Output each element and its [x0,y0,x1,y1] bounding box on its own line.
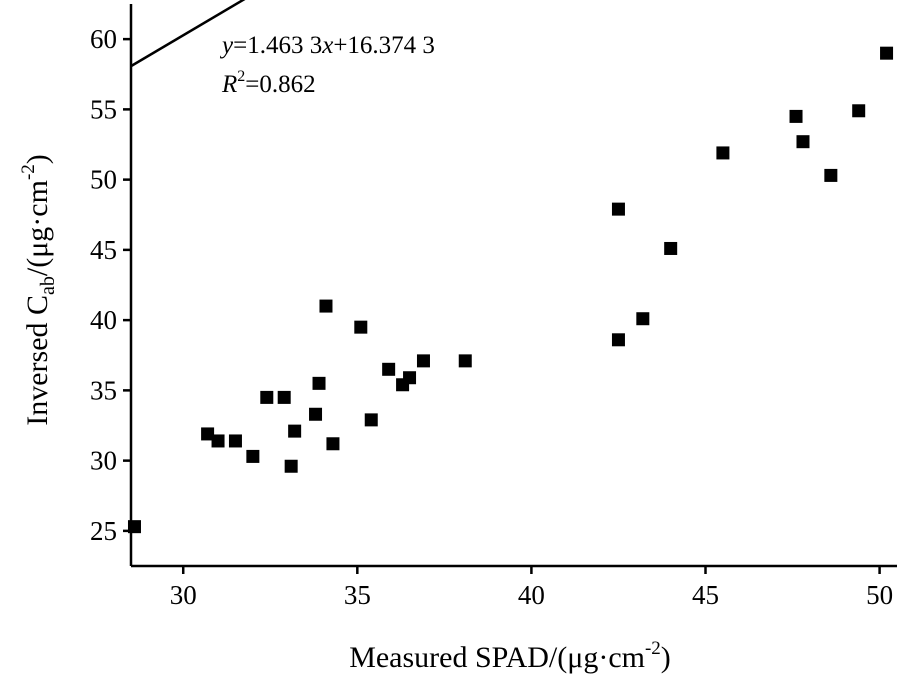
data-point [364,413,378,427]
y-tick-label: 40 [90,305,117,335]
data-point [127,520,141,534]
data-point [211,434,225,448]
data-point [319,299,333,313]
x-tick-label: 40 [518,580,545,610]
y-tick-label: 35 [90,375,117,405]
equation-y: y [219,32,234,59]
data-point [382,362,396,376]
y-tick-label: 45 [90,235,117,265]
data-points [127,46,894,534]
y-axis-title-sup: -2 [18,164,39,180]
y-axis-title-main: Inversed C [21,295,54,426]
data-point [201,427,215,441]
y-axis-title-rest: /(μg·cm [21,180,54,276]
x-tick-label: 35 [344,580,371,610]
x-axis-ticks: 30 35 40 45 50 [170,566,893,610]
data-point [796,135,810,149]
data-point [636,312,650,326]
y-axis-title-close: ) [21,154,54,164]
r2-superscript: 2 [237,68,245,85]
data-point [852,104,866,118]
data-point [326,437,340,451]
x-tick-label: 30 [170,580,197,610]
r-squared-annotation: R2=0.862 [221,68,316,98]
x-axis-title-main: Measured SPAD/(μg·cm [349,641,645,674]
y-tick-label: 25 [90,516,117,546]
data-point [611,333,625,347]
data-point [284,459,298,473]
data-point [824,168,838,182]
y-axis-title-sub: ab [37,276,59,295]
r2-label: R [221,71,237,98]
data-point [664,241,678,255]
y-tick-label: 55 [90,94,117,124]
regression-equation: y=1.463 3x+16.374 3 [219,32,435,59]
x-axis-title-sup: -2 [645,638,661,659]
equation-coefficient: =1.463 3 [233,32,322,59]
data-point [458,354,472,368]
x-tick-label: 45 [692,580,719,610]
x-tick-label: 50 [866,580,893,610]
data-point [246,449,260,463]
data-point [312,376,326,390]
equation-intercept: +16.374 3 [333,32,435,59]
data-point [789,109,803,123]
data-point [416,354,430,368]
y-axis-title: Inversed Cab/(μg·cm-2) [18,154,59,426]
data-point [354,320,368,334]
data-point [309,407,323,421]
y-axis-ticks: 25 30 35 40 45 50 55 60 [90,24,131,546]
data-point [228,434,242,448]
y-tick-label: 50 [90,165,117,195]
data-point [260,390,274,404]
data-point [716,146,730,160]
data-point [880,46,894,60]
x-axis-title: Measured SPAD/(μg·cm-2) [349,638,671,674]
data-point [611,202,625,216]
data-point [277,390,291,404]
x-axis-title-close: ) [661,641,671,674]
data-point [403,371,417,385]
r2-value: =0.862 [245,71,315,98]
y-tick-label: 30 [90,446,117,476]
y-tick-label: 60 [90,24,117,54]
data-point [288,424,302,438]
equation-x: x [321,32,333,59]
